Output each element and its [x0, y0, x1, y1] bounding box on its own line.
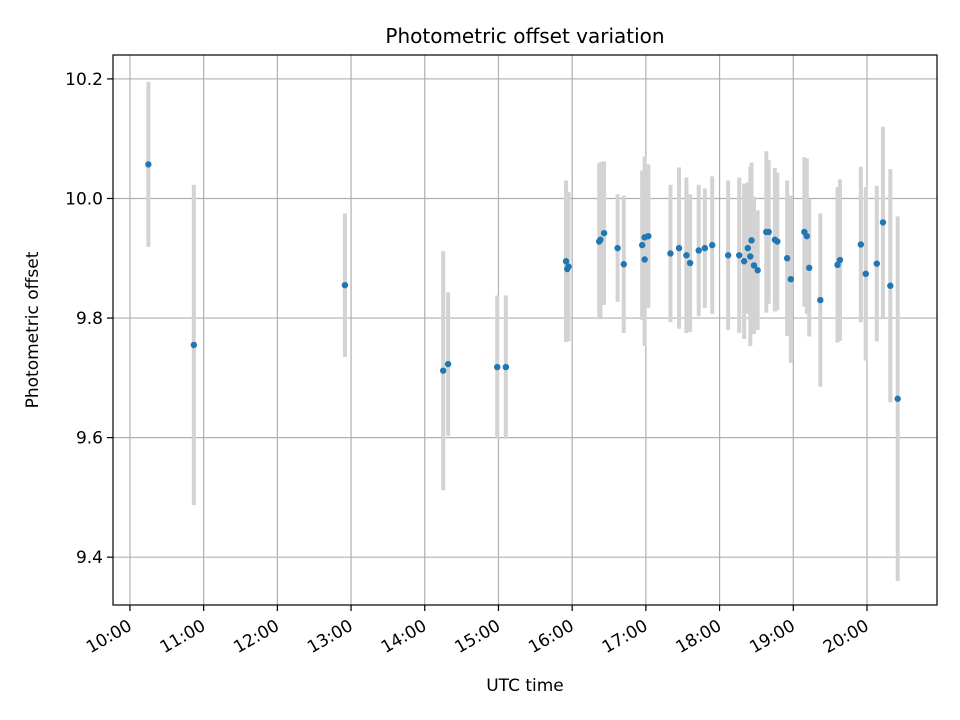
data-point: [736, 252, 743, 259]
y-tick-label: 10.0: [65, 189, 103, 209]
y-axis-title: Photometric offset: [23, 251, 43, 408]
chart-title: Photometric offset variation: [385, 24, 664, 48]
data-point: [774, 238, 781, 245]
data-points: [145, 161, 901, 402]
data-point: [494, 363, 501, 371]
data-point: [145, 161, 152, 168]
data-point: [894, 395, 901, 402]
data-point: [806, 264, 813, 272]
data-point: [683, 252, 690, 259]
data-point: [439, 367, 447, 374]
data-point: [190, 341, 198, 349]
data-point: [834, 261, 841, 269]
data-point: [562, 258, 570, 265]
data-point: [341, 281, 349, 289]
data-point: [502, 363, 510, 371]
data-point: [709, 241, 716, 249]
data-point: [641, 256, 648, 263]
data-point: [747, 253, 754, 260]
y-tick-label: 10.2: [65, 70, 103, 90]
data-point: [614, 244, 621, 252]
data-point: [857, 241, 865, 248]
plot-frame: [112, 54, 938, 606]
data-point: [701, 244, 709, 252]
y-tick-label: 9.6: [76, 429, 103, 449]
data-point: [748, 237, 755, 244]
data-point: [597, 236, 604, 243]
x-axis-title: UTC time: [486, 676, 564, 696]
data-point: [638, 241, 646, 249]
data-point: [887, 282, 894, 289]
data-point: [686, 259, 694, 267]
data-point: [879, 219, 887, 226]
data-point: [873, 260, 881, 267]
data-point: [765, 228, 772, 236]
data-point: [675, 244, 683, 252]
data-point: [744, 244, 752, 252]
data-point: [565, 263, 572, 270]
data-point: [750, 262, 758, 269]
data-point: [817, 296, 824, 304]
data-point: [803, 232, 810, 240]
data-point: [620, 261, 627, 268]
y-tick-label: 9.4: [76, 548, 103, 568]
data-point: [444, 360, 452, 368]
data-point: [862, 270, 869, 278]
data-point: [783, 255, 791, 262]
y-tick-label: 9.8: [76, 309, 103, 329]
data-point: [740, 258, 748, 265]
data-point: [695, 247, 702, 254]
data-point: [667, 250, 674, 257]
data-point: [754, 267, 761, 274]
data-point: [836, 256, 844, 264]
data-point: [600, 229, 608, 237]
data-point: [787, 275, 795, 283]
data-point: [645, 232, 652, 240]
data-point: [724, 252, 732, 259]
